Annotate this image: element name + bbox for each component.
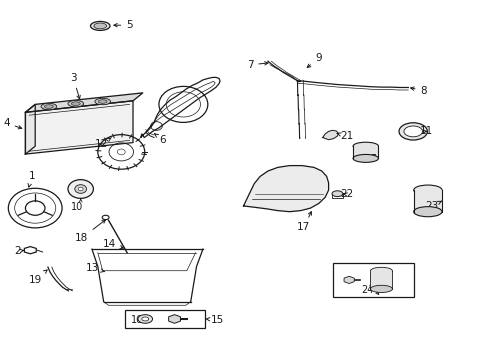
Ellipse shape: [94, 23, 106, 29]
Polygon shape: [25, 101, 133, 154]
Text: 1: 1: [28, 171, 35, 187]
Ellipse shape: [352, 154, 378, 162]
Text: 5: 5: [114, 20, 133, 30]
Text: 14: 14: [102, 239, 123, 249]
Polygon shape: [344, 276, 353, 284]
Ellipse shape: [370, 267, 391, 274]
Ellipse shape: [68, 100, 83, 107]
Text: 16: 16: [131, 315, 143, 325]
Text: 6: 6: [154, 134, 166, 145]
Text: 13: 13: [86, 263, 104, 273]
Text: 12: 12: [95, 138, 111, 149]
Ellipse shape: [142, 317, 148, 321]
Text: 21: 21: [336, 131, 352, 141]
Text: 9: 9: [306, 53, 322, 67]
Bar: [333, 263, 413, 297]
Text: 2: 2: [14, 246, 24, 256]
Ellipse shape: [41, 103, 57, 110]
Text: 20: 20: [362, 154, 375, 164]
Ellipse shape: [370, 285, 391, 292]
Text: 11: 11: [419, 126, 432, 136]
Text: 7: 7: [246, 60, 267, 70]
Circle shape: [68, 180, 93, 198]
Ellipse shape: [71, 102, 80, 105]
Ellipse shape: [398, 123, 427, 140]
Text: 4: 4: [3, 118, 22, 129]
Text: 8: 8: [410, 86, 427, 96]
Ellipse shape: [44, 105, 53, 108]
Ellipse shape: [98, 100, 107, 103]
Polygon shape: [322, 130, 338, 140]
Circle shape: [75, 185, 86, 193]
Polygon shape: [25, 104, 35, 154]
Bar: [370, 271, 391, 289]
Text: 23: 23: [425, 201, 441, 211]
Bar: [352, 146, 378, 158]
Ellipse shape: [403, 126, 422, 137]
Ellipse shape: [331, 191, 342, 197]
Text: 24: 24: [361, 285, 373, 295]
Ellipse shape: [352, 142, 378, 150]
Text: 22: 22: [339, 189, 352, 199]
Ellipse shape: [138, 315, 152, 323]
Ellipse shape: [90, 21, 110, 30]
Polygon shape: [168, 315, 180, 323]
Text: 15: 15: [205, 315, 224, 325]
Ellipse shape: [413, 185, 441, 195]
Circle shape: [78, 187, 83, 191]
Ellipse shape: [95, 98, 110, 105]
Ellipse shape: [413, 207, 441, 217]
Bar: [124, 310, 205, 328]
Text: 3: 3: [70, 73, 80, 99]
Bar: [413, 190, 441, 212]
Text: 17: 17: [297, 212, 311, 233]
Polygon shape: [243, 166, 328, 212]
Text: 19: 19: [28, 270, 47, 285]
Polygon shape: [25, 93, 142, 112]
Text: 18: 18: [75, 220, 105, 243]
Text: 10: 10: [71, 202, 83, 212]
